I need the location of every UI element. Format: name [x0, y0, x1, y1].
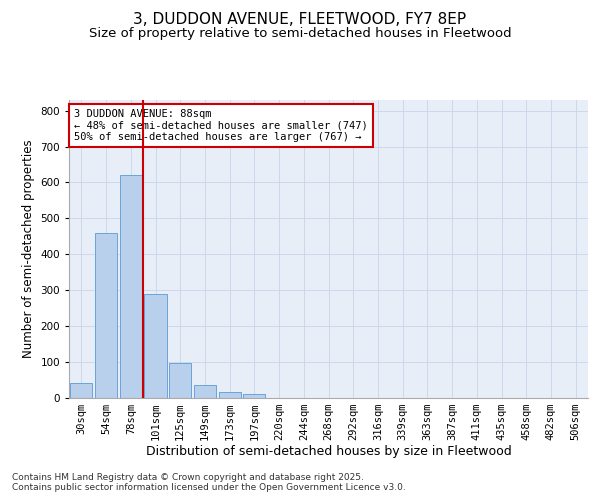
X-axis label: Distribution of semi-detached houses by size in Fleetwood: Distribution of semi-detached houses by …: [146, 446, 511, 458]
Bar: [70, 383, 92, 398]
Bar: [194, 385, 216, 398]
Bar: [169, 364, 191, 398]
Bar: [119, 176, 142, 398]
Bar: [95, 232, 117, 398]
Text: 3, DUDDON AVENUE, FLEETWOOD, FY7 8EP: 3, DUDDON AVENUE, FLEETWOOD, FY7 8EP: [133, 12, 467, 28]
Y-axis label: Number of semi-detached properties: Number of semi-detached properties: [22, 140, 35, 358]
Bar: [218, 392, 241, 398]
Text: 3 DUDDON AVENUE: 88sqm
← 48% of semi-detached houses are smaller (747)
50% of se: 3 DUDDON AVENUE: 88sqm ← 48% of semi-det…: [74, 109, 368, 142]
Text: Size of property relative to semi-detached houses in Fleetwood: Size of property relative to semi-detach…: [89, 28, 511, 40]
Bar: [145, 294, 167, 398]
Bar: [243, 394, 265, 398]
Text: Contains HM Land Registry data © Crown copyright and database right 2025.
Contai: Contains HM Land Registry data © Crown c…: [12, 473, 406, 492]
